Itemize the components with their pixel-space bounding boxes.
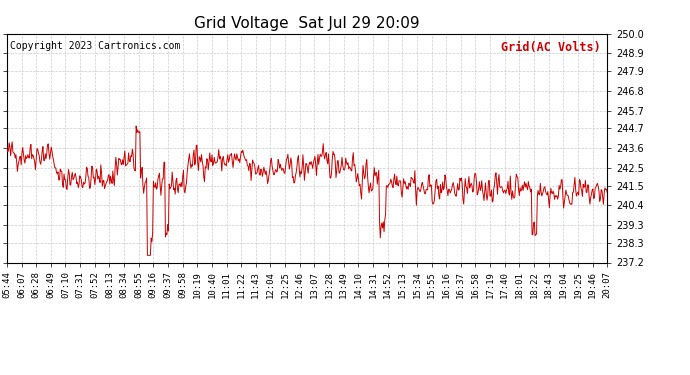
Title: Grid Voltage  Sat Jul 29 20:09: Grid Voltage Sat Jul 29 20:09 <box>195 16 420 31</box>
Text: Grid(AC Volts): Grid(AC Volts) <box>502 40 601 54</box>
Text: Copyright 2023 Cartronics.com: Copyright 2023 Cartronics.com <box>10 40 180 51</box>
